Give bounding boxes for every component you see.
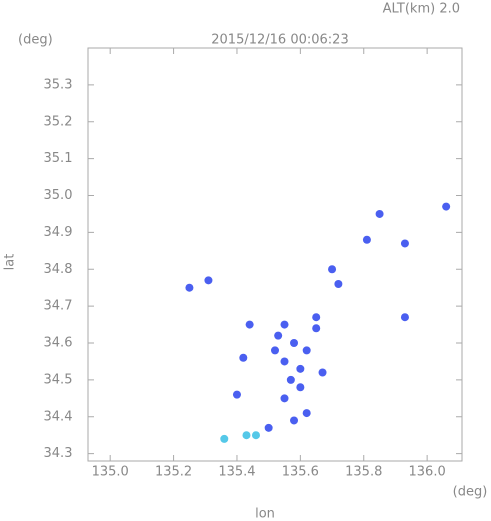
y-tick-label: 34.8 bbox=[44, 262, 73, 277]
x-tick-label: 135.2 bbox=[155, 465, 192, 480]
echo bbox=[232, 390, 241, 399]
y-label: lat bbox=[3, 254, 18, 271]
echo bbox=[400, 239, 409, 248]
echo bbox=[271, 346, 279, 355]
x-tick-label: 135.8 bbox=[345, 465, 382, 480]
echo bbox=[334, 280, 343, 288]
y-tick-label: 35.3 bbox=[44, 77, 73, 92]
x-tick-label: 136.0 bbox=[409, 465, 446, 480]
y-tick-label: 34.4 bbox=[44, 409, 73, 424]
echo bbox=[220, 434, 229, 443]
echo bbox=[296, 364, 305, 373]
x-unit: (deg) bbox=[453, 485, 488, 500]
echo bbox=[280, 320, 289, 329]
x-tick-label: 135.6 bbox=[282, 465, 319, 480]
y-tick-label: 34.7 bbox=[44, 299, 73, 314]
annotation: ALT(km) 2.0 bbox=[383, 2, 460, 17]
echo bbox=[302, 409, 311, 418]
y-tick-label: 34.5 bbox=[44, 372, 73, 387]
plot-frame bbox=[87, 47, 463, 462]
echo bbox=[185, 283, 194, 292]
echo bbox=[245, 320, 254, 329]
y-tick-label: 34.9 bbox=[44, 225, 73, 240]
echo bbox=[242, 431, 251, 440]
echo bbox=[312, 324, 321, 333]
echo bbox=[442, 202, 451, 211]
chart-title: 2015/12/16 00:06:23 bbox=[211, 33, 348, 48]
echo bbox=[286, 375, 295, 384]
echo bbox=[362, 235, 371, 244]
echo bbox=[312, 313, 321, 322]
echo bbox=[239, 353, 248, 362]
echo bbox=[280, 357, 289, 366]
echo bbox=[302, 346, 311, 355]
x-tick-label: 135.4 bbox=[218, 465, 255, 480]
echo bbox=[290, 416, 299, 425]
echo bbox=[274, 331, 283, 340]
y-tick-label: 34.3 bbox=[44, 446, 73, 461]
echo bbox=[296, 383, 305, 392]
y-tick-label: 35.0 bbox=[44, 188, 73, 203]
y-unit: (deg) bbox=[18, 33, 53, 48]
echo bbox=[375, 209, 384, 218]
x-label: lon bbox=[255, 507, 275, 521]
echo bbox=[204, 276, 213, 285]
y-tick-label: 35.1 bbox=[44, 151, 73, 166]
echo bbox=[251, 431, 260, 440]
x-tick-label: 135.0 bbox=[92, 465, 129, 480]
echo bbox=[400, 313, 409, 322]
echo bbox=[290, 339, 299, 347]
echo bbox=[280, 394, 289, 403]
y-tick-label: 34.6 bbox=[44, 336, 73, 351]
echo bbox=[318, 368, 327, 377]
echo bbox=[264, 423, 273, 432]
y-tick-label: 35.2 bbox=[44, 114, 73, 129]
echo bbox=[328, 265, 337, 274]
